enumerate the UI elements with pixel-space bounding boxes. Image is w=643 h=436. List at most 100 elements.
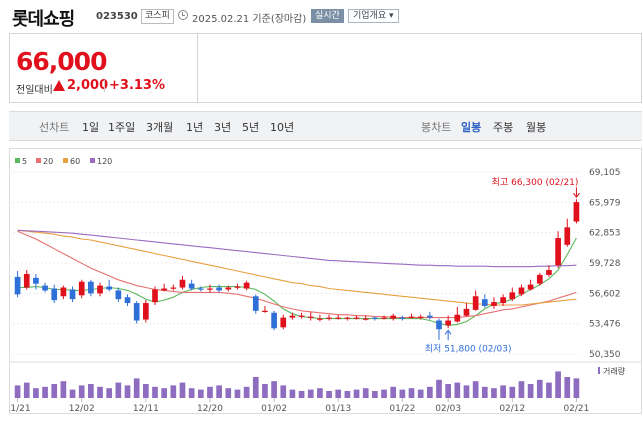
low-annotation: 최저 51,800 (02/03)	[425, 343, 512, 354]
candle-body	[491, 302, 497, 306]
candle-body	[481, 299, 488, 306]
candle-body	[51, 288, 58, 301]
y-tick-label: 69,105	[589, 168, 621, 178]
legend-label: 20	[43, 157, 53, 166]
tab-line-chart[interactable]: 선차트	[39, 121, 70, 134]
candle-body	[179, 279, 186, 288]
volume-bar	[491, 388, 497, 398]
volume-bar	[481, 386, 488, 398]
chart-tab-bar	[9, 111, 642, 141]
stock-chart: 69,105 65,979 62,853 59,728 56,602 53,476 50,3…	[5, 148, 642, 436]
candle-body	[216, 287, 222, 291]
x-tick-label: 12/02	[69, 404, 95, 414]
tab-candle-chart[interactable]: 봉차트	[421, 121, 452, 134]
volume-bar	[142, 384, 149, 398]
candle-body	[536, 274, 543, 284]
candle-body	[362, 318, 369, 320]
market-badge: 코스피	[141, 9, 174, 24]
volume-bar	[417, 389, 424, 398]
volume-bar	[335, 389, 342, 398]
candle-body	[335, 317, 342, 319]
volume-bar	[298, 391, 305, 398]
candle-body	[207, 288, 213, 290]
volume-bar	[381, 389, 387, 398]
tab-period-3y[interactable]: 3년	[214, 121, 232, 134]
volume-bar	[124, 385, 131, 398]
volume-bar	[353, 389, 360, 398]
candle-body	[408, 316, 415, 318]
candle-body	[197, 288, 204, 290]
volume-bar	[42, 386, 48, 398]
tab-monthly[interactable]: 월봉	[526, 121, 547, 134]
candle-body	[133, 303, 140, 321]
volume-bar	[78, 385, 85, 398]
volume-bar	[216, 385, 222, 398]
volume-bar	[23, 382, 30, 398]
candle-body	[188, 283, 195, 289]
volume-legend-swatch	[598, 367, 600, 374]
candle-body	[97, 285, 103, 294]
legend-label: 120	[97, 157, 112, 166]
candle-body	[60, 287, 67, 297]
candle-body	[14, 276, 21, 295]
ma-line-ma20	[17, 230, 577, 319]
candle-body	[527, 284, 534, 290]
tab-period-5y[interactable]: 5년	[242, 121, 260, 134]
price-panel-divider	[197, 33, 198, 103]
candle-body	[463, 308, 470, 316]
y-tick-label: 62,853	[589, 229, 621, 239]
volume-bar	[161, 388, 168, 398]
tab-daily[interactable]: 일봉	[461, 121, 482, 134]
volume-bar	[390, 386, 397, 398]
x-tick-label: 02/03	[435, 404, 461, 414]
candle-body	[271, 312, 277, 329]
volume-bar	[170, 385, 177, 398]
candle-body	[564, 227, 571, 245]
volume-bar	[115, 382, 122, 398]
tab-period-10y[interactable]: 10년	[270, 121, 295, 134]
candle-body	[500, 297, 506, 304]
volume-bar	[179, 382, 186, 398]
candle-body	[390, 315, 397, 319]
realtime-button[interactable]: 실시간	[311, 9, 344, 23]
candle-body	[399, 317, 406, 319]
volume-bar	[271, 381, 277, 398]
tab-period-1y[interactable]: 1년	[186, 121, 204, 134]
candle-body	[161, 288, 168, 291]
candle-body	[124, 297, 131, 304]
x-tick-label: 02/12	[499, 404, 525, 414]
volume-bar	[262, 384, 268, 398]
candle-body	[78, 281, 85, 296]
tab-weekly[interactable]: 주봉	[493, 121, 514, 134]
candle-body	[280, 317, 287, 328]
quote-date: 2025.02.21 기준(장마감)	[192, 14, 307, 25]
candle-body	[509, 292, 516, 300]
chart-frame	[9, 148, 642, 414]
y-tick-label: 65,979	[589, 198, 621, 208]
x-tick-label: 02/21	[563, 404, 589, 414]
y-tick-label: 50,350	[589, 350, 621, 360]
tab-period-3m[interactable]: 3개월	[146, 121, 174, 134]
volume-bar	[509, 386, 516, 398]
volume-bar	[518, 381, 525, 398]
volume-bar	[536, 379, 543, 398]
candle-body	[225, 287, 232, 290]
stock-header: 롯데쇼핑 023530 코스피 2025.02.21 기준(장마감) 실시간 기…	[0, 0, 643, 34]
company-info-dropdown[interactable]: 기업개요 ▾	[348, 9, 399, 23]
x-tick-label: 12/20	[197, 404, 223, 414]
volume-bar	[362, 388, 369, 398]
candle-body	[289, 315, 296, 318]
x-tick-label: 12/11	[133, 404, 159, 414]
volume-bar	[317, 388, 323, 398]
volume-bar	[344, 391, 351, 398]
legend-label: 60	[70, 157, 80, 166]
candle-body	[142, 303, 149, 320]
volume-bar	[445, 384, 452, 398]
price-panel	[9, 33, 642, 103]
volume-bar	[197, 389, 204, 398]
tab-period-1w[interactable]: 1주일	[108, 121, 136, 134]
volume-label: 거래량	[603, 366, 626, 376]
volume-bar	[97, 386, 103, 398]
tab-period-1d[interactable]: 1일	[82, 121, 100, 134]
candle-body	[152, 289, 158, 303]
